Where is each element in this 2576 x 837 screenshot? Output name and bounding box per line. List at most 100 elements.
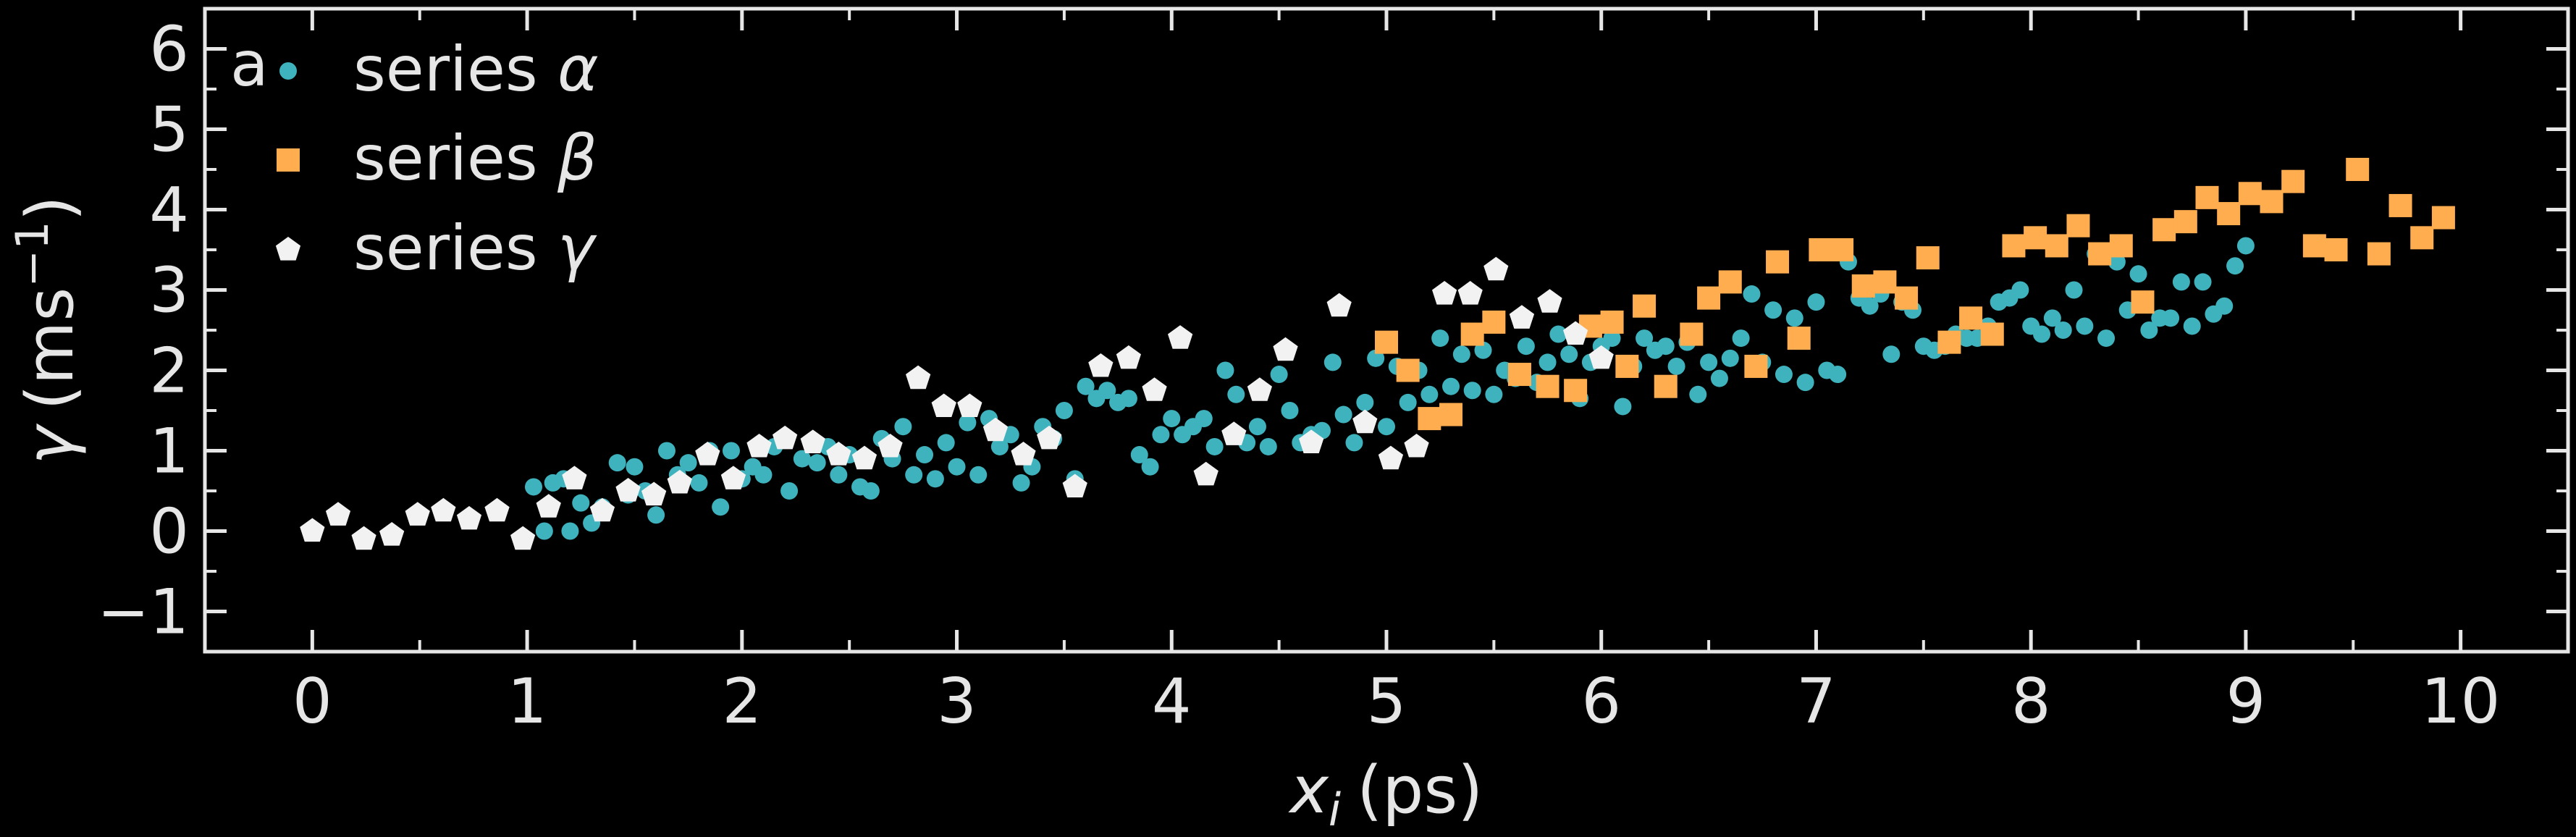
alpha-point (1614, 398, 1632, 416)
beta-point (1895, 286, 1919, 310)
legend-marker-beta (277, 148, 300, 172)
alpha-point (1420, 385, 1439, 403)
alpha-point (894, 418, 912, 436)
axis-ticks (203, 7, 2569, 653)
alpha-point (2194, 273, 2212, 291)
beta-point (1396, 358, 1420, 382)
beta-point (1937, 330, 1961, 354)
gamma-point (562, 466, 587, 489)
beta-point (1744, 354, 1768, 378)
gamma-point (695, 442, 720, 466)
alpha-point (2043, 309, 2061, 327)
y-tick-label: 0 (149, 496, 189, 568)
alpha-point (1163, 410, 1181, 428)
gamma-point (1221, 421, 1247, 445)
alpha-point (1141, 458, 1159, 476)
alpha-point (2236, 237, 2255, 255)
alpha-point (916, 446, 934, 464)
alpha-point (1463, 382, 1481, 400)
legend-entry: series γ (275, 212, 597, 285)
alpha-point (1270, 366, 1288, 384)
beta-point (1873, 270, 1897, 294)
gamma-point (300, 518, 325, 542)
gamma-point (1116, 345, 1141, 369)
alpha-point (1636, 329, 1654, 348)
x-axis-label-sub: i (1329, 783, 1341, 836)
gamma-point (746, 434, 772, 458)
y-tick-label: 6 (149, 14, 189, 86)
beta-point (1766, 250, 1790, 274)
alpha-point (1539, 353, 1557, 371)
alpha-point (2140, 321, 2158, 339)
series-gamma (300, 256, 1614, 550)
legend-entry: series β (277, 122, 597, 195)
alpha-point (2065, 281, 2083, 299)
x-axis-label-base: x (1288, 752, 1330, 828)
alpha-point (1367, 349, 1385, 367)
beta-point (1916, 246, 1940, 270)
gamma-point (1142, 377, 1167, 401)
alpha-point (1560, 345, 1578, 363)
x-axis-label-unit: (ps) (1357, 752, 1483, 828)
beta-point (2260, 190, 2284, 214)
beta-point (1507, 363, 1531, 387)
x-tick-label: 1 (508, 665, 547, 738)
gamma-point (1352, 409, 1378, 434)
legend: series α series β series γ (275, 33, 599, 285)
legend-label: series α (353, 33, 599, 106)
x-tick-label: 9 (2226, 665, 2266, 738)
beta-point (2281, 169, 2305, 193)
alpha-point (1474, 341, 1492, 359)
gamma-point (877, 434, 903, 458)
alpha-point (712, 498, 730, 516)
alpha-point (2172, 273, 2190, 291)
alpha-point (2226, 257, 2244, 275)
alpha-point (1442, 377, 1460, 395)
alpha-point (2108, 253, 2126, 271)
legend-marker-gamma (275, 237, 301, 261)
beta-point (1697, 286, 1721, 310)
alpha-point (608, 454, 626, 472)
gamma-point (456, 505, 482, 530)
alpha-point (754, 466, 773, 484)
alpha-point (647, 506, 665, 524)
panel-label: a (230, 28, 269, 101)
x-tick-label: 2 (722, 665, 762, 738)
alpha-point (862, 482, 880, 500)
alpha-point (1345, 434, 1363, 452)
alpha-point (1549, 325, 1567, 343)
beta-point (2431, 206, 2455, 230)
gamma-point (1247, 377, 1272, 401)
gamma-point (1273, 337, 1298, 361)
alpha-point (1764, 301, 1782, 319)
gamma-point (325, 502, 351, 526)
x-tick-label: 7 (1796, 665, 1836, 738)
legend-marker-alpha (279, 62, 297, 80)
alpha-point (690, 474, 708, 492)
x-tick-label: 4 (1152, 665, 1192, 738)
alpha-point (1517, 337, 1535, 356)
alpha-point (1861, 297, 1879, 315)
alpha-point (2076, 317, 2094, 335)
data-marks (300, 158, 2455, 550)
alpha-point (830, 466, 848, 484)
gamma-point (1326, 293, 1352, 317)
beta-point (1482, 310, 1506, 334)
alpha-point (2129, 265, 2147, 283)
gamma-point (615, 478, 641, 502)
beta-point (2173, 210, 2197, 234)
alpha-point (1710, 369, 1728, 387)
alpha-point (1452, 345, 1470, 363)
x-tick-label: 6 (1581, 665, 1621, 738)
y-axis-label-unit-prefix: (ms (12, 287, 88, 411)
gamma-point (1563, 321, 1588, 345)
gamma-point (1432, 281, 1457, 305)
alpha-point (572, 494, 590, 512)
alpha-point (1227, 385, 1245, 403)
beta-point (1851, 274, 1875, 298)
x-axis-label: xi (ps) (1288, 752, 1483, 836)
beta-point (1600, 310, 1624, 334)
y-tick-label: 3 (149, 255, 189, 327)
gamma-point (957, 393, 982, 417)
alpha-point (1098, 382, 1116, 400)
